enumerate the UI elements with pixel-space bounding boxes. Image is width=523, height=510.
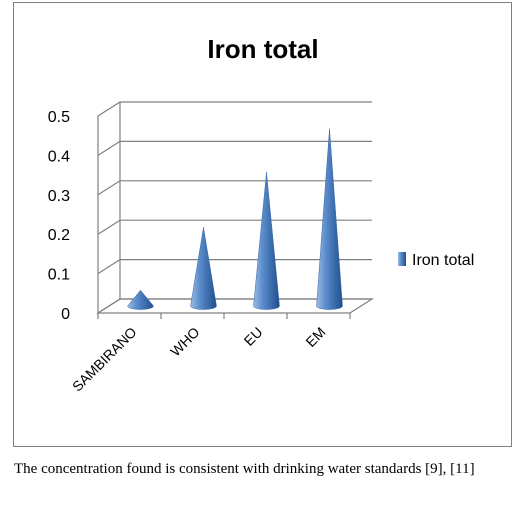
y-tick-label: 0.1 [48,267,70,284]
gridline [97,180,372,196]
y-tick-label: 0.5 [48,109,70,126]
cone-bar-who [190,227,217,310]
gridline [97,259,372,275]
y-tick-label: 0.3 [48,188,70,205]
x-tick-label: EU [241,324,266,349]
gridline [97,101,372,117]
x-tick-label: WHO [167,324,203,360]
cone-bar-sambirano [127,289,154,310]
chart-title: Iron total [207,34,318,64]
gridline [97,140,372,156]
legend-label: Iron total [412,252,474,269]
y-tick-label: 0 [61,306,70,323]
chart-frame: 0 0.1 0.2 0.3 0.4 0.5 SAMBIRANO WHO EU EM Iron to… [13,2,512,447]
y-tick-label: 0.2 [48,227,70,244]
chart-floor [95,298,375,314]
legend-swatch [398,252,406,266]
x-tick-label: SAMBIRANO [69,324,140,395]
chart: 0 0.1 0.2 0.3 0.4 0.5 SAMBIRANO WHO EU EM Iron to… [48,34,475,395]
x-tick-label: EM [302,324,328,350]
y-tick-label: 0.4 [48,148,70,165]
gridline [97,219,372,235]
figure-caption: The concentration found is consistent wi… [14,461,475,477]
legend: Iron total [398,252,474,269]
cone-bar-eu [253,172,280,310]
cone-bar-em [316,128,343,310]
